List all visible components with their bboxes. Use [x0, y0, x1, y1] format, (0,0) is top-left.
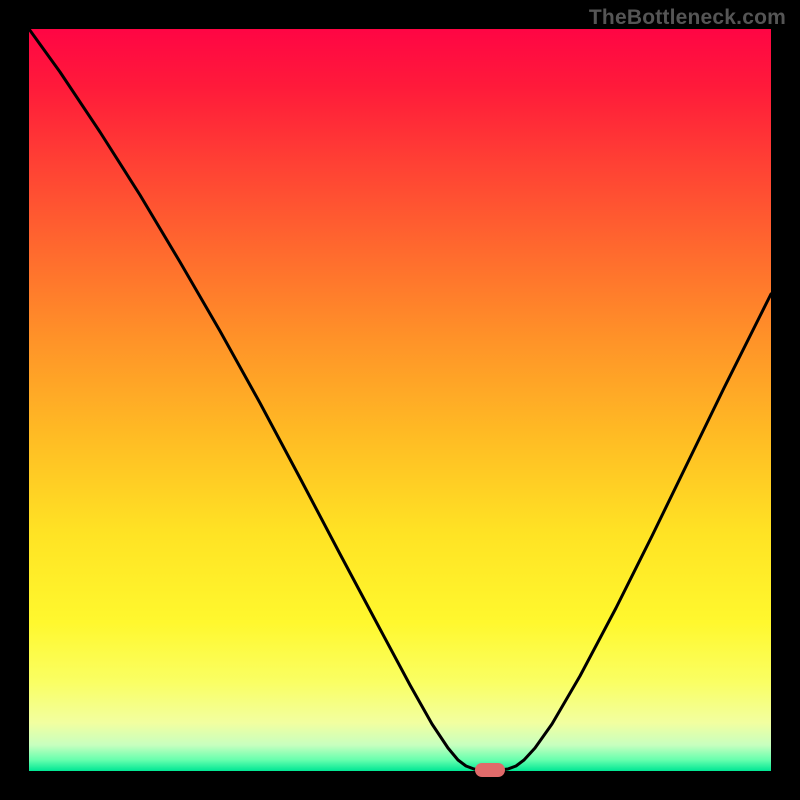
plot-background	[29, 29, 771, 771]
bottleneck-chart	[0, 0, 800, 800]
watermark-label: TheBottleneck.com	[589, 6, 786, 30]
chart-frame: TheBottleneck.com	[0, 0, 800, 800]
optimal-point-marker	[475, 763, 505, 777]
